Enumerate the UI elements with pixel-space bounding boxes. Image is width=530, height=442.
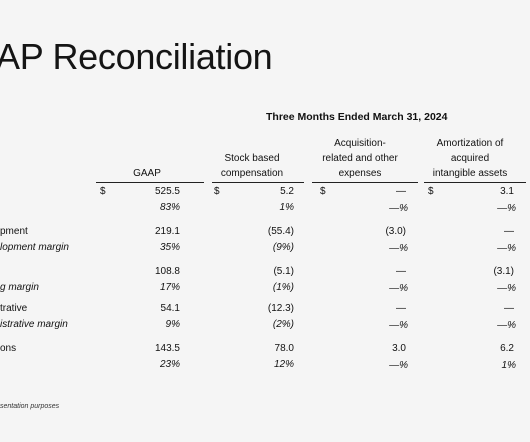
cell-acq: —% [389,203,408,214]
cell-gaap: 17% [159,282,180,293]
cell-gaap: 219.1 [154,226,180,237]
row-label: trative [0,303,28,314]
cell-amort: —% [497,320,516,331]
col-header-acq-line3: expenses [338,168,382,179]
acq-header-rule [312,182,418,183]
cell-sbc: (2%) [272,319,294,330]
cell-sbc: (9%) [272,242,294,253]
cell-amort: —% [497,243,516,254]
cell-gaap: 143.5 [154,343,180,354]
gaap-header-rule [96,182,204,183]
cell-amort: —% [497,203,516,214]
col-header-sbc: Stock based compensation [212,151,292,181]
col-header-gaap: GAAP [133,168,161,179]
amort-header-rule [424,182,526,183]
period-header: Three Months Ended March 31, 2024 [266,111,448,123]
cell-amort: 1% [501,360,516,371]
cell-gaap: 54.1 [160,303,180,314]
cell-sbc: 78.0 [274,343,294,354]
cell-sbc: (55.4) [267,226,294,237]
col-header-amort: Amortization of acquired intangible asse… [418,136,522,181]
currency-symbol: $ [428,186,434,197]
currency-symbol: $ [214,186,220,197]
col-header-sbc-line2: compensation [220,168,284,179]
cell-sbc: 5.2 [280,186,294,197]
cell-amort: — [504,226,514,237]
cell-acq: —% [389,243,408,254]
row-label: ons [0,343,17,354]
cell-sbc: (12.3) [267,303,294,314]
col-header-acq-line2: related and other [322,153,398,164]
col-header-acq-line1: Acquisition- [334,138,386,149]
row-label: istrative margin [0,319,68,330]
cell-acq: —% [389,360,408,371]
slide-title: AP Reconciliation [0,36,273,77]
cell-gaap: 83% [159,202,180,213]
cell-acq: — [396,266,406,277]
row-label: pment [0,226,28,237]
cell-sbc: (1%) [272,282,294,293]
col-header-sbc-line1: Stock based [224,153,280,164]
cell-sbc: 1% [279,202,294,213]
sbc-header-rule [212,182,304,183]
cell-gaap: 525.5 [154,186,180,197]
col-header-amort-line1: Amortization of [436,138,504,149]
currency-symbol: $ [100,186,106,197]
cell-sbc: 12% [273,359,294,370]
col-header-amort-line3: intangible assets [432,168,508,179]
cell-acq: — [396,186,406,197]
cell-acq: — [396,303,406,314]
row-label: g margin [0,282,39,293]
cell-acq: 3.0 [392,343,406,354]
cell-amort: —% [497,283,516,294]
currency-symbol: $ [320,186,326,197]
cell-amort: — [504,303,514,314]
col-header-amort-line2: acquired [450,153,490,164]
cell-amort: 6.2 [500,343,514,354]
footnote: sentation purposes [0,403,60,410]
row-label: lopment margin [0,242,69,253]
cell-acq: —% [389,283,408,294]
cell-gaap: 23% [159,359,180,370]
cell-gaap: 35% [159,242,180,253]
col-header-acq: Acquisition- related and other expenses [308,136,412,181]
cell-acq: (3.0) [385,226,406,237]
cell-sbc: (5.1) [273,266,294,277]
cell-amort: (3.1) [493,266,514,277]
cell-gaap: 108.8 [154,266,180,277]
cell-acq: —% [389,320,408,331]
cell-amort: 3.1 [500,186,514,197]
cell-gaap: 9% [165,319,180,330]
